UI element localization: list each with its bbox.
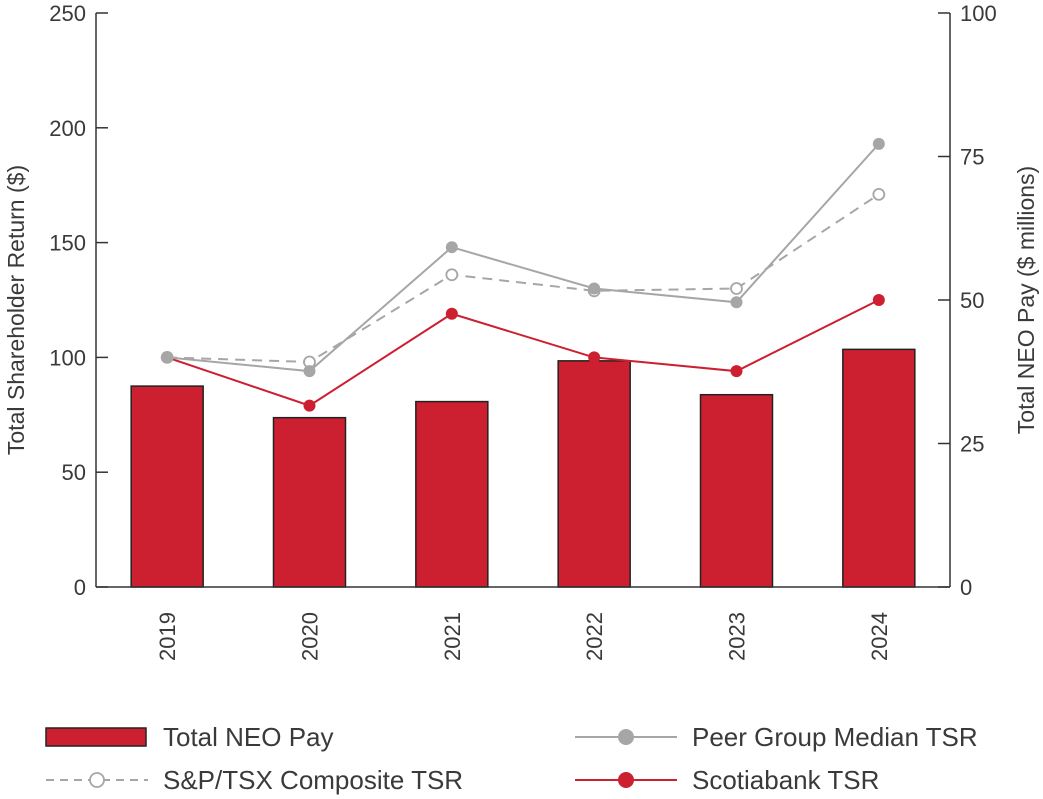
bar-2019 xyxy=(130,385,204,588)
bar-2020 xyxy=(272,416,347,588)
axis-titles: Total Shareholder Return ($) Total NEO Pa… xyxy=(3,165,1039,455)
left-tick-label: 0 xyxy=(74,575,86,600)
legend-label-total-neo-pay: Total NEO Pay xyxy=(163,722,334,752)
right-tick-label: 0 xyxy=(960,575,972,600)
x-tick-label-2021: 2021 xyxy=(440,612,465,661)
peer-group-median-tsr-point-2023 xyxy=(730,296,743,309)
scotiabank-tsr-point-2021 xyxy=(445,307,458,320)
legend-label-scotiabank-tsr: Scotiabank TSR xyxy=(692,765,879,795)
x-tick-labels: 2019 2020 2021 2022 2023 2024 xyxy=(155,612,892,661)
peer-group-median-tsr-point-2020 xyxy=(303,365,316,378)
left-tick-label: 150 xyxy=(49,231,86,256)
scotiabank-tsr-point-2024 xyxy=(872,294,885,306)
right-tick-label: 25 xyxy=(960,432,984,457)
left-tick-label: 50 xyxy=(62,460,86,485)
scotiabank-tsr-line xyxy=(166,299,880,407)
s-p-tsx-composite-tsr-point-2021 xyxy=(445,268,459,282)
peer-group-median-tsr-point-2021 xyxy=(445,241,458,254)
line-series-group xyxy=(160,137,886,412)
peer-group-median-tsr-point-2019 xyxy=(161,351,174,364)
bar-2022 xyxy=(557,360,631,588)
legend-marker-peer-group-median-tsr xyxy=(618,729,634,745)
right-tick-label: 100 xyxy=(960,1,997,26)
left-axis-title: Total Shareholder Return ($) xyxy=(3,165,29,455)
legend: Total NEO Pay Peer Group Median TSR S&P/TS… xyxy=(45,722,978,795)
right-tick-label: 50 xyxy=(960,288,984,313)
legend-swatch-total-neo-pay xyxy=(45,727,147,747)
peer-group-median-tsr-line xyxy=(167,143,880,373)
x-tick-label-2020: 2020 xyxy=(298,612,323,661)
x-tick-label-2019: 2019 xyxy=(155,612,180,661)
right-tick-label: 75 xyxy=(960,145,984,170)
scotiabank-tsr-point-2023 xyxy=(730,365,743,378)
s-p-tsx-composite-tsr-line xyxy=(167,193,880,364)
legend-label-s-p-tsx-composite-tsr: S&P/TSX Composite TSR xyxy=(163,765,463,795)
bar-2023 xyxy=(699,393,774,588)
legend-marker-scotiabank-tsr xyxy=(618,772,634,788)
bar-2021 xyxy=(415,400,489,588)
x-tick-label-2024: 2024 xyxy=(867,612,892,661)
s-p-tsx-composite-tsr-point-2023 xyxy=(730,282,743,295)
x-tick-label-2022: 2022 xyxy=(582,612,607,661)
left-tick-label: 200 xyxy=(49,116,86,141)
scotiabank-tsr-point-2022 xyxy=(588,351,601,364)
x-tick-label-2023: 2023 xyxy=(725,612,750,661)
axes-group: 0 50 100 150 200 250 0 25 50 75 100 xyxy=(49,1,996,600)
right-axis-title: Total NEO Pay ($ millions) xyxy=(1013,166,1039,434)
legend-label-peer-group-median-tsr: Peer Group Median TSR xyxy=(692,722,978,752)
left-tick-label: 250 xyxy=(49,1,86,26)
left-tick-label: 100 xyxy=(49,345,86,370)
legend-marker-s-p-tsx-composite-tsr xyxy=(89,772,105,788)
peer-group-median-tsr-point-2024 xyxy=(872,137,885,150)
scotiabank-tsr-point-2020 xyxy=(303,399,316,412)
s-p-tsx-composite-tsr-point-2024 xyxy=(872,187,886,201)
peer-group-median-tsr-point-2022 xyxy=(588,282,601,295)
bar-series-group xyxy=(130,348,916,588)
bar-2024 xyxy=(842,348,916,588)
